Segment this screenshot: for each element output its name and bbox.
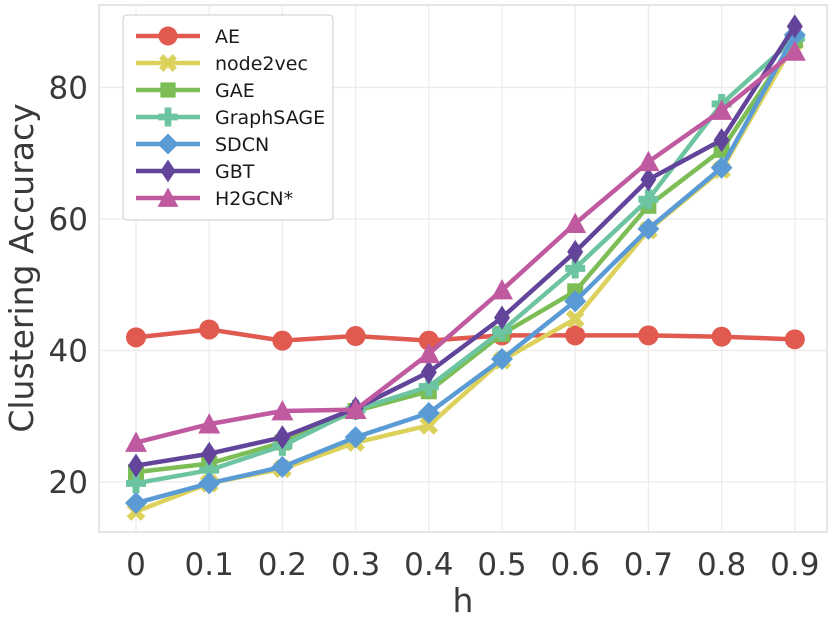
data-point-marker bbox=[494, 305, 510, 330]
data-point-marker bbox=[710, 156, 733, 179]
x-tick-label: 0 bbox=[126, 547, 146, 583]
data-point-marker bbox=[710, 99, 733, 120]
x-tick-label: 0.9 bbox=[770, 547, 819, 583]
data-point-marker bbox=[344, 398, 367, 420]
data-point-marker bbox=[126, 327, 146, 348]
y-tick-label: 20 bbox=[49, 465, 88, 501]
data-point-marker bbox=[272, 330, 293, 351]
data-point-marker bbox=[565, 309, 585, 329]
y-tick-label: 60 bbox=[49, 202, 88, 238]
legend-marker bbox=[160, 159, 176, 183]
data-point-marker bbox=[417, 401, 440, 424]
series-line bbox=[133, 35, 798, 486]
data-point-marker bbox=[565, 325, 586, 346]
data-point-marker bbox=[199, 319, 220, 340]
data-point-marker bbox=[786, 14, 803, 39]
legend-label: GBT bbox=[215, 161, 255, 183]
tick-labels: 0 0.1 0.2 0.3 0.4 0.5 0.6 0.7 0.8 0.9 20 40 60 80 bbox=[49, 71, 820, 584]
x-tick-label: 0.6 bbox=[551, 547, 600, 583]
x-tick-label: 0.8 bbox=[697, 547, 746, 583]
legend-label: node2vec bbox=[215, 53, 308, 75]
series-line bbox=[133, 49, 798, 445]
data-point-marker bbox=[491, 348, 513, 371]
data-point-marker bbox=[565, 258, 586, 279]
series-line bbox=[133, 32, 798, 506]
data-point-marker bbox=[345, 326, 366, 347]
x-tick-label: 0.4 bbox=[404, 547, 453, 583]
data-point-marker bbox=[417, 342, 440, 364]
data-point-marker bbox=[567, 239, 584, 264]
x-tick-label: 0.5 bbox=[477, 547, 526, 583]
data-point-marker bbox=[638, 189, 659, 210]
data-point-marker bbox=[201, 441, 218, 466]
data-point-marker bbox=[564, 212, 587, 233]
series-line bbox=[133, 327, 798, 343]
data-point-marker bbox=[128, 453, 144, 478]
legend-label: SDCN bbox=[215, 134, 269, 156]
data-point-marker bbox=[418, 330, 439, 351]
y-axis-label: Clustering Accuracy bbox=[2, 103, 41, 432]
data-point-marker bbox=[344, 426, 367, 449]
data-point-marker bbox=[125, 431, 147, 452]
data-point-marker bbox=[492, 320, 512, 341]
data-point-marker bbox=[419, 416, 439, 435]
x-tick-label: 0.3 bbox=[331, 547, 380, 583]
series-gbt bbox=[128, 14, 803, 478]
data-point-marker bbox=[418, 376, 439, 397]
legend-marker bbox=[158, 26, 178, 46]
data-point-marker bbox=[274, 425, 291, 450]
series-h2gcn- bbox=[125, 40, 806, 452]
legend-marker bbox=[158, 107, 178, 127]
legend-entry: AE bbox=[136, 26, 240, 48]
data-point-marker bbox=[638, 325, 659, 346]
data-point-marker bbox=[199, 460, 220, 481]
legend-entry: SDCN bbox=[136, 133, 269, 156]
data-point-marker bbox=[711, 326, 732, 347]
data-point-marker bbox=[783, 40, 806, 61]
data-point-marker bbox=[271, 455, 294, 478]
legend-marker bbox=[159, 54, 177, 72]
y-tick-label: 80 bbox=[49, 71, 88, 107]
legend-marker bbox=[160, 82, 176, 98]
x-axis-label: h bbox=[453, 581, 474, 618]
legend-entry: GBT bbox=[136, 159, 255, 183]
legend-entry: H2GCN* bbox=[136, 187, 293, 210]
series-line bbox=[133, 24, 798, 468]
legend-entry: node2vec bbox=[136, 53, 308, 75]
data-point-marker bbox=[491, 279, 513, 300]
data-point-marker bbox=[637, 217, 660, 240]
legend-entry: GraphSAGE bbox=[136, 107, 325, 129]
legend-label: H2GCN* bbox=[215, 188, 293, 210]
data-point-marker bbox=[198, 472, 221, 495]
legend-marker bbox=[157, 133, 179, 155]
x-tick-label: 0.2 bbox=[258, 547, 307, 583]
y-tick-label: 40 bbox=[49, 334, 88, 370]
legend-label: GraphSAGE bbox=[215, 107, 325, 129]
legend-marker bbox=[157, 187, 179, 207]
data-point-marker bbox=[271, 399, 294, 421]
legend-entry: GAE bbox=[136, 80, 255, 102]
data-point-marker bbox=[637, 150, 660, 172]
data-point-marker bbox=[198, 413, 221, 434]
data-point-marker bbox=[420, 360, 437, 385]
data-point-marker bbox=[713, 128, 730, 153]
data-point-marker bbox=[125, 492, 147, 515]
data-point-marker bbox=[640, 167, 657, 192]
series-line bbox=[133, 37, 798, 475]
series-layer bbox=[125, 14, 806, 521]
legend-label: AE bbox=[215, 26, 240, 48]
x-tick-label: 0.1 bbox=[185, 547, 234, 583]
data-point-marker bbox=[564, 290, 587, 313]
x-tick-label: 0.7 bbox=[624, 547, 673, 583]
data-point-marker bbox=[784, 329, 805, 350]
legend: AE node2vec GAE GraphSAGE SDCN GBT H2GCN* bbox=[122, 14, 334, 221]
data-point-marker bbox=[126, 473, 146, 494]
legend-label: GAE bbox=[215, 80, 255, 102]
